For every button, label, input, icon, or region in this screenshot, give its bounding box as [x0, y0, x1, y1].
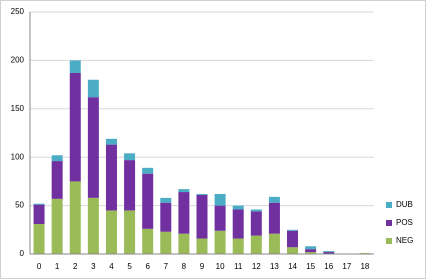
bar-segment [268, 196, 280, 203]
x-tick-label: 1 [55, 262, 60, 271]
bar-segment [287, 230, 299, 248]
x-tick-label: 12 [252, 262, 261, 271]
bar-segment [196, 194, 208, 239]
bar-segment [178, 189, 190, 193]
bar-segment [250, 211, 262, 236]
bar-segment [214, 205, 226, 231]
y-tick-label: 0 [20, 249, 25, 258]
bar-segment [268, 202, 280, 234]
bar-segment [69, 72, 81, 182]
legend-swatch [386, 238, 392, 244]
bar-segment [287, 247, 299, 254]
x-tick-label: 0 [37, 262, 42, 271]
bar-segment [87, 79, 99, 98]
bar-segment [232, 205, 244, 210]
x-tick-label: 3 [91, 262, 96, 271]
bar-segment [323, 251, 335, 253]
bar-segment [305, 249, 317, 253]
bar-segment [142, 167, 154, 174]
x-tick-label: 6 [145, 262, 150, 271]
legend-swatch [386, 202, 392, 208]
bar-segment [51, 161, 63, 199]
bar-segment [33, 223, 45, 254]
x-tick-label: 4 [109, 262, 114, 271]
x-tick-label: 10 [216, 262, 225, 271]
bar-segment [33, 204, 45, 224]
y-tick-label: 200 [11, 56, 25, 65]
y-tick-label: 250 [11, 7, 25, 16]
x-tick-label: 14 [288, 262, 297, 271]
x-tick-label: 18 [360, 262, 369, 271]
bar-segment [105, 144, 117, 211]
x-tick-label: 17 [342, 262, 351, 271]
x-tick-label: 9 [200, 262, 205, 271]
bar-segment [250, 209, 262, 212]
bar-segment [87, 197, 99, 254]
bar-segment [69, 60, 81, 73]
bar-segment [33, 203, 45, 205]
bar-segment [69, 181, 81, 254]
legend-label: POS [396, 218, 413, 227]
bar-segment [196, 193, 208, 195]
x-tick-label: 15 [306, 262, 315, 271]
bar-segment [51, 198, 63, 254]
legend-label: NEG [396, 236, 413, 245]
bar-segment [305, 246, 317, 250]
x-tick-label: 11 [234, 262, 243, 271]
bar-segment [124, 153, 136, 161]
bar-segment [160, 231, 172, 254]
x-tick-label: 16 [324, 262, 333, 271]
bar-segment [105, 210, 117, 254]
legend-swatch [386, 220, 392, 226]
bar-segment [124, 160, 136, 211]
y-tick-label: 150 [11, 104, 25, 113]
bar-segment [160, 202, 172, 232]
bar-segment [178, 233, 190, 254]
bar-segment [87, 97, 99, 198]
bar-segment [250, 235, 262, 254]
bar-segment [287, 229, 299, 231]
bar-segment [196, 238, 208, 254]
bar-segment [142, 173, 154, 229]
bar-segment [214, 193, 226, 206]
x-tick-label: 7 [164, 262, 169, 271]
bar-segment [160, 197, 172, 203]
legend-label: DUB [396, 200, 413, 209]
x-tick-label: 8 [182, 262, 187, 271]
bar-segment [214, 230, 226, 254]
bar-segment [124, 210, 136, 254]
bar-segment [305, 252, 317, 254]
y-tick-label: 50 [15, 201, 24, 210]
bar-segment [268, 233, 280, 254]
y-tick-label: 100 [11, 152, 25, 161]
x-tick-label: 2 [73, 262, 78, 271]
bar-segment [178, 192, 190, 234]
bar-segment [232, 209, 244, 239]
x-tick-label: 5 [127, 262, 132, 271]
bar-segment [323, 252, 335, 254]
x-tick-label: 13 [270, 262, 279, 271]
bar-segment [51, 155, 63, 162]
bar-segment [232, 238, 244, 254]
bar-segment [142, 228, 154, 254]
bar-segment [105, 138, 117, 145]
